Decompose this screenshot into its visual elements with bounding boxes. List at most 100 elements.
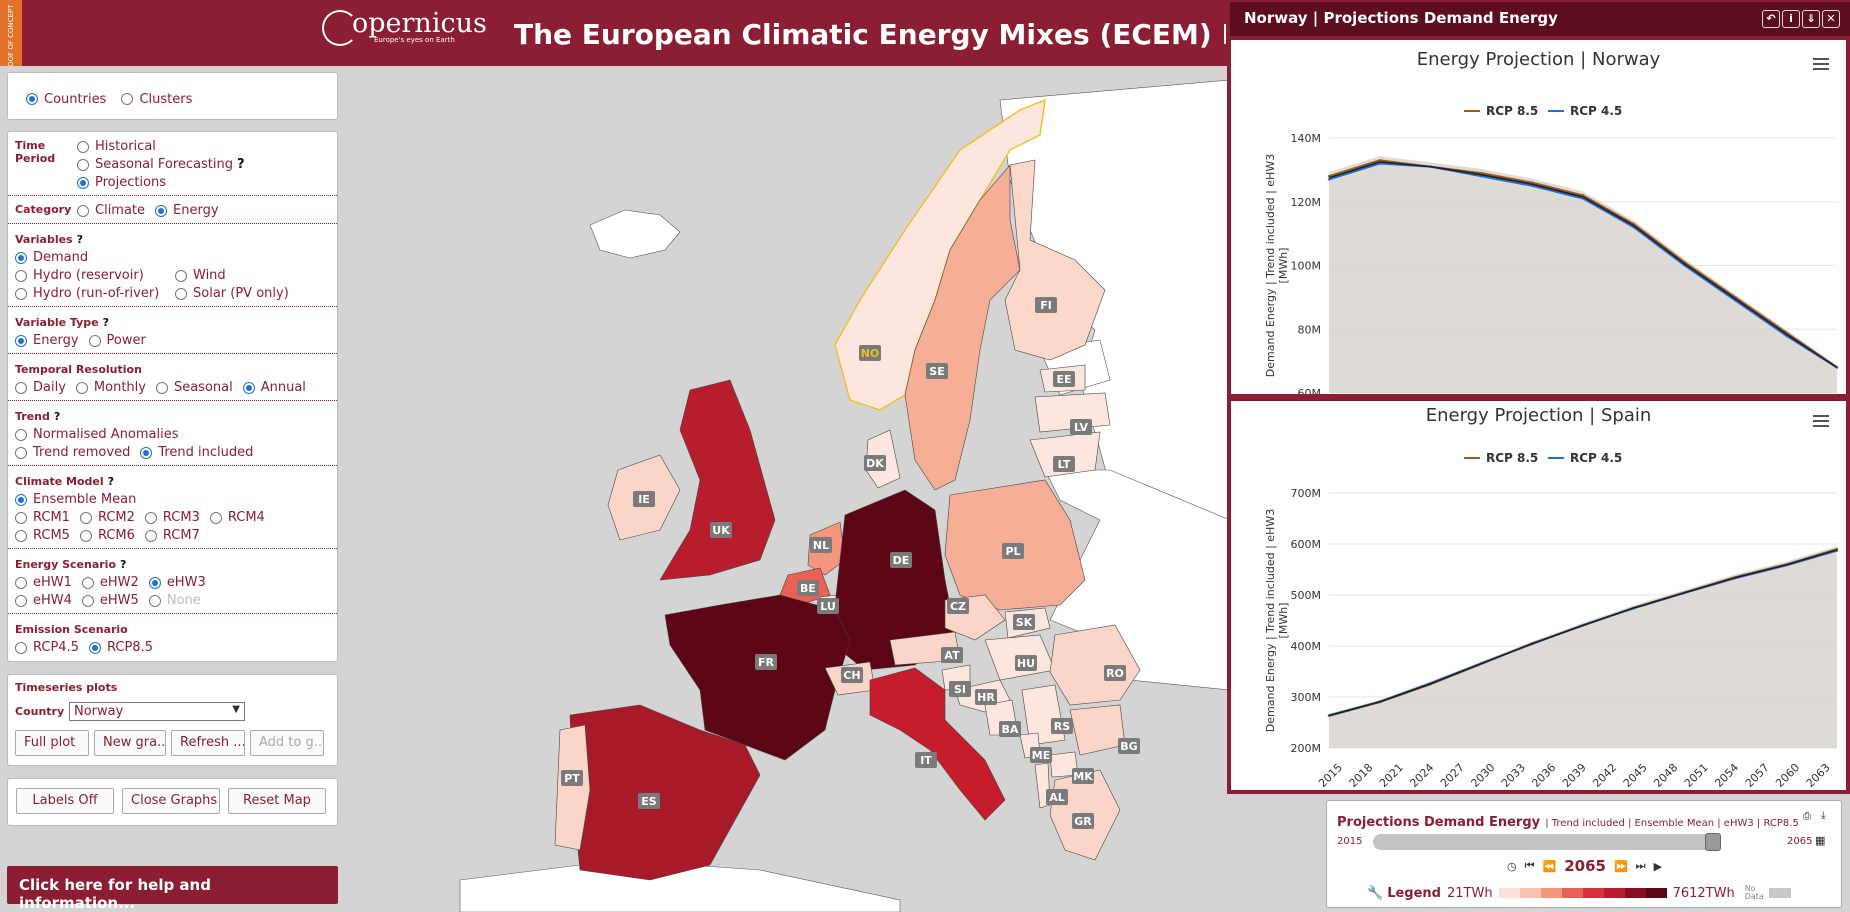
radio-energy[interactable]: Energy	[155, 203, 219, 218]
country-label-de[interactable]: DE	[893, 554, 910, 567]
minimize-icon[interactable]: ⇓	[1802, 10, 1820, 28]
country-label-ba[interactable]: BA	[1002, 723, 1019, 736]
country-label-nl[interactable]: NL	[813, 539, 829, 552]
close-icon[interactable]: ✕	[1822, 10, 1840, 28]
clock-icon[interactable]: ◷	[1507, 859, 1517, 873]
play-icon[interactable]: ▶	[1653, 859, 1663, 873]
help-bar[interactable]: Click here for help and information...	[7, 866, 338, 912]
legend-rcp85[interactable]: RCP 8.5	[1464, 451, 1538, 465]
radio-projections[interactable]: Projections	[77, 175, 166, 190]
refresh-button[interactable]: Refresh ...	[171, 730, 245, 756]
country-select[interactable]: Norway ▼	[69, 702, 245, 721]
radio-ehw2[interactable]: eHW2	[81, 575, 139, 590]
country-it[interactable]	[869, 667, 1006, 821]
radio-rcm1[interactable]: RCM1	[15, 510, 70, 525]
radio-seasonal-forecasting[interactable]: Seasonal Forecasting?	[77, 157, 245, 172]
country-label-cz[interactable]: CZ	[950, 600, 966, 613]
country-label-it[interactable]: IT	[920, 754, 932, 767]
radio-rcm2[interactable]: RCM2	[79, 510, 135, 525]
country-label-ee[interactable]: EE	[1056, 373, 1071, 386]
reset-map-button[interactable]: Reset Map	[228, 788, 326, 814]
radio-trend-removed[interactable]: Trend removed	[15, 445, 130, 460]
country-no[interactable]	[834, 98, 1046, 411]
help-icon[interactable]: ?	[76, 233, 83, 246]
radio-rcm3[interactable]: RCM3	[144, 510, 200, 525]
radio-rcp8-5[interactable]: RCP8.5	[88, 640, 153, 655]
labels-off-button[interactable]: Labels Off	[16, 788, 114, 814]
radio-ehw1[interactable]: eHW1	[15, 575, 72, 590]
country-label-ro[interactable]: RO	[1106, 667, 1124, 680]
country-label-se[interactable]: SE	[929, 365, 944, 378]
country-label-uk[interactable]: UK	[712, 524, 730, 537]
add-to-graph-button[interactable]: Add to g...	[250, 730, 324, 756]
help-icon[interactable]: ?	[237, 157, 245, 172]
country-label-dk[interactable]: DK	[866, 457, 884, 470]
radio-daily[interactable]: Daily	[15, 380, 66, 395]
radio-none[interactable]: None	[148, 593, 201, 608]
country-label-lt[interactable]: LT	[1058, 458, 1071, 471]
country-label-fi[interactable]: FI	[1040, 299, 1052, 312]
country-label-no[interactable]: NO	[861, 347, 880, 360]
legend-rcp85[interactable]: RCP 8.5	[1464, 104, 1538, 118]
country-label-lv[interactable]: LV	[1074, 421, 1088, 434]
radio-ehw4[interactable]: eHW4	[15, 593, 72, 608]
help-icon[interactable]: ?	[102, 316, 109, 329]
country-label-es[interactable]: ES	[641, 795, 657, 808]
info-icon[interactable]: i	[1782, 10, 1800, 28]
radio-energy[interactable]: Energy	[15, 333, 79, 348]
year-slider-handle[interactable]	[1705, 833, 1721, 851]
radio-power[interactable]: Power	[88, 333, 146, 348]
chart-menu-icon[interactable]	[1813, 58, 1829, 70]
country-label-fr[interactable]: FR	[758, 656, 775, 669]
country-uk[interactable]	[659, 379, 776, 581]
radio-rcm6[interactable]: RCM6	[79, 528, 135, 543]
radio-hydro-run-of-river[interactable]: Hydro (run-of-river)	[15, 286, 165, 301]
chart-menu-icon[interactable]	[1813, 415, 1829, 427]
country-label-lu[interactable]: LU	[820, 600, 836, 613]
radio-ensemble-mean[interactable]: Ensemble Mean	[15, 492, 136, 507]
country-label-sk[interactable]: SK	[1016, 616, 1033, 629]
download-icon[interactable]: ⤓	[1821, 810, 1826, 821]
country-label-be[interactable]: BE	[800, 582, 816, 595]
country-pt[interactable]	[554, 724, 591, 851]
radio-demand[interactable]: Demand	[15, 250, 88, 265]
country-label-hr[interactable]: HR	[977, 691, 995, 704]
legend-rcp45[interactable]: RCP 4.5	[1548, 104, 1622, 118]
country-es[interactable]	[569, 704, 761, 881]
radio-rcm7[interactable]: RCM7	[144, 528, 200, 543]
country-label-si[interactable]: SI	[954, 683, 966, 696]
country-de[interactable]	[834, 489, 956, 671]
undo-icon[interactable]: ↶	[1762, 10, 1780, 28]
help-icon[interactable]: ?	[120, 558, 127, 571]
help-icon[interactable]: ?	[107, 475, 115, 488]
print-icon[interactable]: ⎙	[1803, 811, 1811, 822]
step-back-icon[interactable]: ⏪	[1542, 859, 1557, 873]
radio-wind[interactable]: Wind	[175, 268, 226, 283]
radio-annual[interactable]: Annual	[242, 380, 306, 395]
close-graphs-button[interactable]: Close Graphs	[122, 788, 220, 814]
country-label-gr[interactable]: GR	[1074, 815, 1092, 828]
legend-label[interactable]: Legend	[1387, 885, 1441, 901]
radio-rcp4-5[interactable]: RCP4.5	[15, 640, 79, 655]
legend-rcp45[interactable]: RCP 4.5	[1548, 451, 1622, 465]
help-icon[interactable]: ?	[53, 410, 61, 423]
radio-solar-pv-only[interactable]: Solar (PV only)	[175, 286, 289, 301]
country-label-hu[interactable]: HU	[1017, 657, 1035, 670]
radio-ehw3[interactable]: eHW3	[148, 575, 206, 590]
country-label-pl[interactable]: PL	[1005, 545, 1020, 558]
country-label-me[interactable]: ME	[1032, 749, 1050, 762]
step-forward-icon[interactable]: ⏩	[1613, 859, 1628, 873]
year-slider[interactable]	[1373, 833, 1721, 851]
skip-end-icon[interactable]: ⏭	[1635, 859, 1646, 872]
country-fi[interactable]	[1004, 159, 1106, 361]
radio-climate[interactable]: Climate	[77, 203, 145, 218]
radio-seasonal[interactable]: Seasonal	[155, 380, 233, 395]
country-label-al[interactable]: AL	[1049, 791, 1065, 804]
radio-trend-included[interactable]: Trend included	[140, 445, 253, 460]
radio-monthly[interactable]: Monthly	[75, 380, 146, 395]
country-label-ch[interactable]: CH	[843, 669, 860, 682]
country-ro[interactable]	[1049, 624, 1141, 706]
radio-rcm5[interactable]: RCM5	[15, 528, 70, 543]
country-label-rs[interactable]: RS	[1054, 720, 1070, 733]
radio-hydro-reservoir[interactable]: Hydro (reservoir)	[15, 268, 165, 283]
